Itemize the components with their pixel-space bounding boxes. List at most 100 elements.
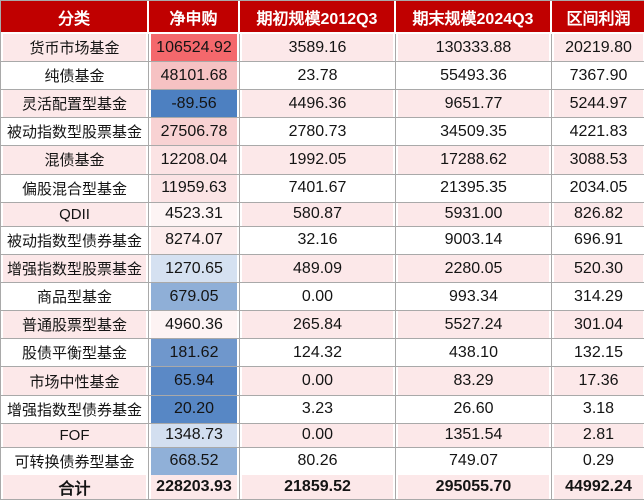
column-header-category: 分类	[1, 1, 149, 34]
table-row: 混债基金 12208.04 1992.05 17288.62 3088.53	[1, 146, 644, 175]
total-category-cell: 合计	[1, 475, 149, 499]
profit-cell: 5244.97	[552, 90, 644, 119]
table-row: 被动指数型债券基金 8274.07 32.16 9003.14 696.91	[1, 226, 644, 256]
start-scale-cell: 23.78	[240, 62, 396, 91]
net-purchase-cell: 668.52	[149, 447, 240, 475]
start-scale-cell: 7401.67	[240, 174, 396, 203]
header-row: 分类 净申购 期初规模2012Q3 期末规模2024Q3 区间利润	[1, 1, 644, 34]
table-row: 商品型基金 679.05 0.00 993.34 314.29	[1, 283, 644, 312]
end-scale-cell: 993.34	[396, 283, 552, 312]
end-scale-cell: 2280.05	[396, 255, 552, 284]
end-scale-cell: 749.07	[396, 447, 552, 475]
net-purchase-cell: 1270.65	[149, 255, 240, 284]
end-scale-cell: 83.29	[396, 367, 552, 396]
net-purchase-cell: 48101.68	[149, 62, 240, 91]
start-scale-cell: 4496.36	[240, 90, 396, 119]
net-purchase-cell: 1348.73	[149, 423, 240, 448]
total-profit-cell: 44992.24	[552, 475, 644, 499]
profit-cell: 301.04	[552, 311, 644, 340]
category-cell: 股债平衡型基金	[1, 339, 149, 368]
net-purchase-cell: 181.62	[149, 339, 240, 368]
net-purchase-cell: 679.05	[149, 283, 240, 312]
end-scale-cell: 34509.35	[396, 118, 552, 147]
category-cell: 可转换债券型基金	[1, 447, 149, 475]
table-row: 股债平衡型基金 181.62 124.32 438.10 132.15	[1, 339, 644, 368]
start-scale-cell: 0.00	[240, 283, 396, 312]
profit-cell: 314.29	[552, 283, 644, 312]
net-purchase-cell: 4523.31	[149, 202, 240, 227]
profit-cell: 2034.05	[552, 175, 644, 203]
end-scale-cell: 5527.24	[396, 311, 552, 340]
end-scale-cell: 1351.54	[396, 423, 552, 448]
start-scale-cell: 124.32	[240, 339, 396, 368]
table-row: FOF 1348.73 0.00 1351.54 2.81	[1, 423, 644, 448]
table-row: 纯债基金 48101.68 23.78 55493.36 7367.90	[1, 62, 644, 91]
net-purchase-cell: 8274.07	[149, 226, 240, 256]
end-scale-cell: 130333.88	[396, 34, 552, 63]
net-purchase-cell: -89.56	[149, 90, 240, 119]
profit-cell: 20219.80	[552, 34, 644, 63]
table-row: 货币市场基金 106524.92 3589.16 130333.88 20219.80	[1, 34, 644, 63]
category-cell: 偏股混合型基金	[1, 174, 149, 203]
category-cell: 增强指数型债券基金	[1, 395, 149, 424]
end-scale-cell: 55493.36	[396, 62, 552, 91]
table-body: 货币市场基金 106524.92 3589.16 130333.88 20219.80 纯…	[1, 34, 644, 475]
end-scale-cell: 26.60	[396, 395, 552, 424]
table-row: 被动指数型股票基金 27506.78 2780.73 34509.35 4221.83	[1, 118, 644, 147]
total-start-scale-cell: 21859.52	[240, 475, 396, 499]
profit-cell: 696.91	[552, 227, 644, 256]
start-scale-cell: 0.00	[240, 423, 396, 448]
profit-cell: 17.36	[552, 367, 644, 396]
start-scale-cell: 580.87	[240, 202, 396, 227]
table-row: 普通股票型基金 4960.36 265.84 5527.24 301.04	[1, 311, 644, 340]
column-header-profit: 区间利润	[552, 1, 644, 34]
net-purchase-cell: 4960.36	[149, 311, 240, 340]
table-row: QDII 4523.31 580.87 5931.00 826.82	[1, 202, 644, 227]
profit-cell: 3.18	[552, 396, 644, 424]
category-cell: 灵活配置型基金	[1, 90, 149, 119]
profit-cell: 132.15	[552, 339, 644, 368]
start-scale-cell: 1992.05	[240, 146, 396, 175]
start-scale-cell: 2780.73	[240, 118, 396, 147]
net-purchase-cell: 27506.78	[149, 118, 240, 147]
column-header-start-scale: 期初规模2012Q3	[240, 1, 396, 34]
category-cell: 货币市场基金	[1, 34, 149, 63]
category-cell: 被动指数型债券基金	[1, 226, 149, 256]
table-row: 灵活配置型基金 -89.56 4496.36 9651.77 5244.97	[1, 90, 644, 119]
total-net-purchase-cell: 228203.93	[149, 475, 240, 499]
category-cell: 被动指数型股票基金	[1, 118, 149, 147]
profit-cell: 2.81	[552, 424, 644, 448]
start-scale-cell: 32.16	[240, 226, 396, 256]
profit-cell: 4221.83	[552, 118, 644, 147]
profit-cell: 7367.90	[552, 62, 644, 91]
profit-cell: 0.29	[552, 448, 644, 475]
category-cell: FOF	[1, 423, 149, 448]
table-row: 可转换债券型基金 668.52 80.26 749.07 0.29	[1, 447, 644, 475]
category-cell: 增强指数型股票基金	[1, 255, 149, 284]
category-cell: 纯债基金	[1, 62, 149, 91]
end-scale-cell: 438.10	[396, 339, 552, 368]
end-scale-cell: 9651.77	[396, 90, 552, 119]
net-purchase-cell: 12208.04	[149, 146, 240, 175]
category-cell: 商品型基金	[1, 283, 149, 312]
start-scale-cell: 0.00	[240, 367, 396, 396]
end-scale-cell: 9003.14	[396, 226, 552, 256]
table-row: 增强指数型股票基金 1270.65 489.09 2280.05 520.30	[1, 255, 644, 284]
category-cell: 混债基金	[1, 146, 149, 175]
category-cell: 普通股票型基金	[1, 311, 149, 340]
profit-cell: 826.82	[552, 203, 644, 227]
net-purchase-cell: 20.20	[149, 395, 240, 424]
net-purchase-cell: 65.94	[149, 367, 240, 396]
net-purchase-cell: 106524.92	[149, 34, 240, 63]
profit-cell: 520.30	[552, 255, 644, 284]
total-row: 合计 228203.93 21859.52 295055.70 44992.24	[1, 475, 644, 499]
start-scale-cell: 489.09	[240, 255, 396, 284]
profit-cell: 3088.53	[552, 146, 644, 175]
start-scale-cell: 3.23	[240, 395, 396, 424]
end-scale-cell: 5931.00	[396, 202, 552, 227]
start-scale-cell: 3589.16	[240, 34, 396, 63]
total-end-scale-cell: 295055.70	[396, 475, 552, 499]
start-scale-cell: 265.84	[240, 311, 396, 340]
